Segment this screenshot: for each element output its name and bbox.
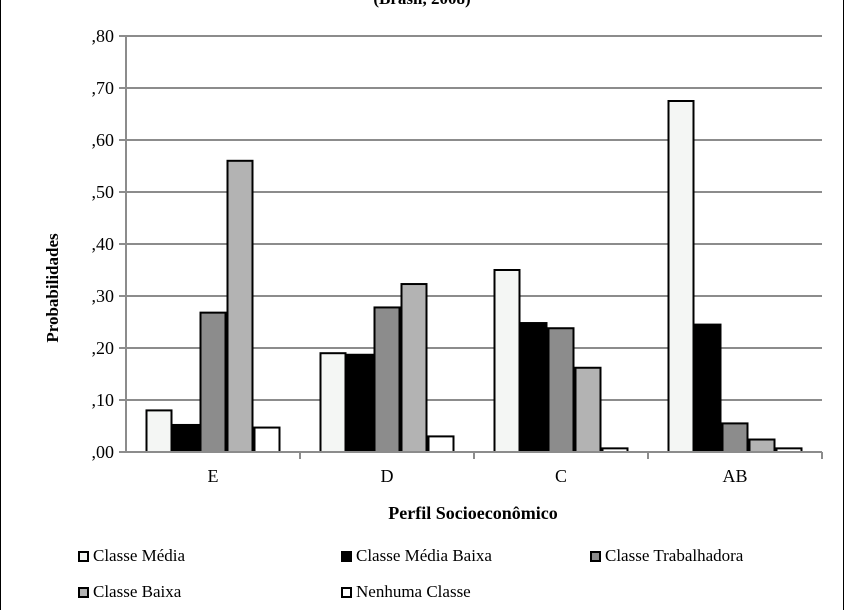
legend: Classe Média Classe Média Baixa Classe Tra…	[0, 536, 844, 610]
x-tick-labels: E D C AB	[208, 466, 748, 486]
y-tick-label: ,20	[92, 338, 115, 358]
legend-label: Classe Média Baixa	[356, 546, 492, 565]
legend-label: Classe Trabalhadora	[605, 546, 744, 565]
bar	[721, 422, 749, 453]
y-tick-label: ,70	[92, 78, 115, 98]
axes	[125, 36, 823, 459]
x-tick-label: AB	[722, 466, 747, 486]
bar	[694, 323, 722, 454]
chart-title: (Brasil, 2008)	[0, 0, 844, 9]
bar	[667, 100, 695, 453]
bar	[373, 306, 401, 453]
y-tick-label: ,10	[92, 390, 115, 410]
bar	[574, 366, 602, 454]
legend-item: Nenhuma Classe	[341, 582, 471, 602]
y-tick-label: ,30	[92, 286, 115, 306]
bar	[226, 159, 254, 454]
bar	[253, 426, 281, 453]
bar	[400, 283, 428, 454]
y-tick-label: ,40	[92, 234, 115, 254]
y-tick-label: ,80	[92, 26, 115, 46]
bar-chart: ,00 ,10 ,20 ,30 ,40 ,50 ,60 ,70 ,80 E D C AB Probab…	[43, 26, 823, 523]
y-tick-labels: ,00 ,10 ,20 ,30 ,40 ,50 ,60 ,70 ,80	[92, 26, 115, 462]
x-tick-label: D	[381, 466, 394, 486]
legend-label: Classe Baixa	[93, 582, 182, 601]
bar	[427, 435, 455, 453]
y-tick-label: ,50	[92, 182, 115, 202]
x-tick-label: C	[555, 466, 567, 486]
bar	[493, 269, 521, 453]
bar	[346, 353, 374, 454]
bar	[520, 322, 548, 454]
legend-item: Classe Média	[78, 546, 185, 566]
legend-swatch	[341, 586, 352, 598]
legend-swatch	[78, 550, 89, 562]
legend-swatch	[590, 550, 601, 562]
bar	[172, 423, 200, 453]
x-axis-title: Perfil Socioeconômico	[388, 503, 557, 523]
y-tick-label: ,60	[92, 130, 115, 150]
bar	[145, 409, 173, 453]
legend-item: Classe Baixa	[78, 582, 181, 602]
bar	[748, 438, 776, 453]
y-tick-label: ,00	[92, 442, 115, 462]
bar	[547, 327, 575, 453]
legend-item: Classe Média Baixa	[341, 546, 492, 566]
legend-swatch	[341, 550, 352, 562]
bars	[145, 100, 803, 454]
y-axis-title: Probabilidades	[43, 233, 62, 343]
legend-label: Nenhuma Classe	[356, 582, 471, 601]
legend-swatch	[78, 586, 89, 598]
bar	[319, 352, 347, 454]
legend-label: Classe Média	[93, 546, 186, 565]
bar	[199, 311, 227, 454]
legend-item: Classe Trabalhadora	[590, 546, 743, 566]
x-tick-label: E	[208, 466, 219, 486]
